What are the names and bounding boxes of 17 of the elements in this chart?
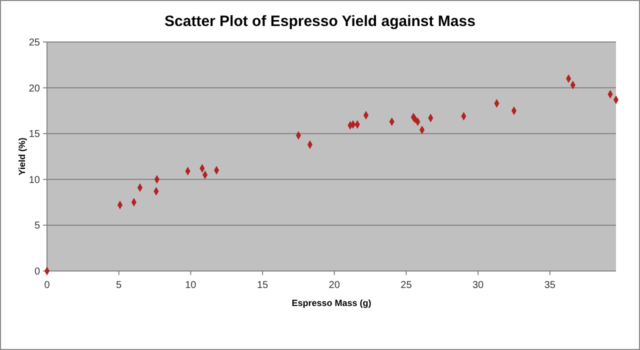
y-tick-label: 5 [34,220,40,232]
x-tick-label: 15 [256,280,269,291]
x-axis-title: Espresso Mass (g) [292,298,372,308]
y-tick-label: 20 [28,83,40,94]
x-tick-label: 30 [472,280,484,291]
y-tick-label: 10 [28,174,40,186]
x-tick-label: 10 [185,280,197,291]
x-tick-label: 35 [544,280,556,291]
y-tick-label: 25 [28,38,40,48]
x-tick-label: 5 [116,280,122,291]
x-tick-label: 0 [44,280,50,291]
x-tick-label: 25 [400,280,412,291]
y-tick-label: 0 [34,266,40,278]
chart-title: Scatter Plot of Espresso Yield against Mass [164,13,476,30]
y-tick-label: 15 [28,129,40,140]
x-tick-label: 20 [328,280,340,291]
y-axis-title: Yield (%) [17,138,27,176]
